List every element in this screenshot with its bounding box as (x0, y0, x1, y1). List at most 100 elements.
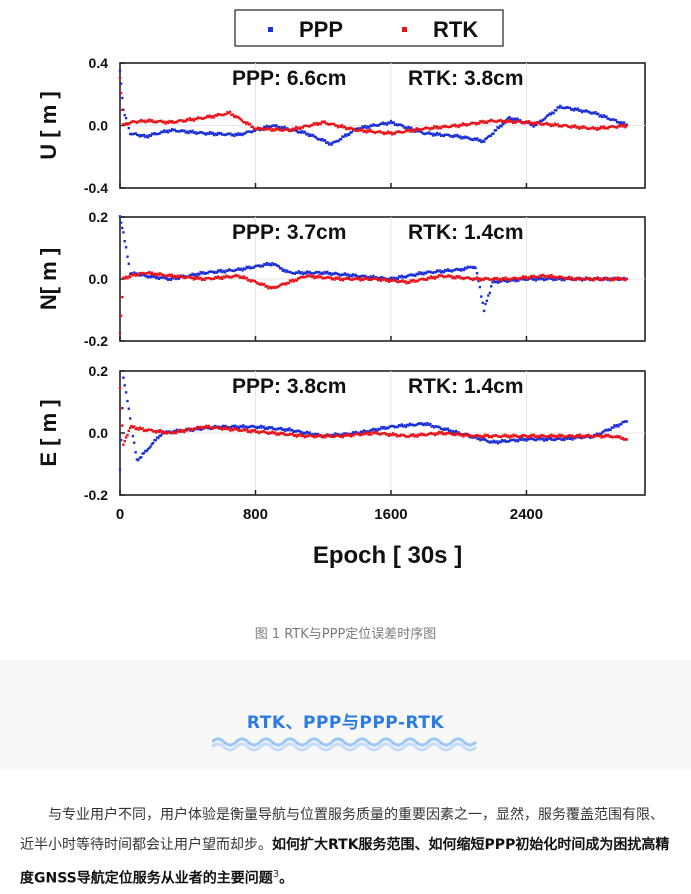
data-point-rtk (340, 277, 343, 281)
data-point-ppp (488, 291, 491, 295)
section-header: RTK、PPP与PPP-RTK (0, 660, 691, 770)
y-axis-label: N[ m ] (36, 248, 61, 310)
data-point-ppp (522, 278, 525, 281)
data-point-ppp (507, 440, 510, 443)
y-tick-label: 0.2 (89, 209, 109, 225)
data-point-ppp (313, 135, 316, 138)
data-point-ppp (304, 272, 307, 275)
data-point-rtk (538, 275, 541, 278)
data-point-rtk (181, 429, 185, 432)
data-point-rtk (479, 279, 483, 282)
data-point-rtk (407, 128, 410, 131)
data-point-rtk (399, 433, 403, 436)
data-point-rtk (232, 115, 236, 118)
data-point-rtk (496, 434, 499, 438)
data-point-ppp (540, 438, 543, 441)
data-point-rtk (273, 431, 277, 434)
data-point-rtk (338, 124, 341, 127)
data-point-ppp (374, 276, 378, 279)
data-point-rtk (457, 125, 460, 129)
annotation-rtk: RTK: 3.8cm (408, 67, 524, 90)
data-point-rtk (582, 278, 586, 281)
data-point-ppp (519, 438, 523, 441)
data-point-rtk (423, 126, 426, 130)
data-point-ppp (594, 111, 597, 114)
data-point-rtk (215, 114, 218, 117)
data-point-rtk (588, 127, 592, 130)
data-point-rtk (188, 275, 191, 278)
data-point-ppp (511, 117, 514, 120)
data-point-rtk (121, 108, 124, 112)
data-point-ppp (549, 277, 552, 280)
data-point-rtk (211, 277, 214, 280)
data-point-ppp (549, 113, 553, 116)
data-point-rtk (255, 430, 258, 434)
data-point-rtk (507, 277, 510, 281)
data-point-rtk (625, 124, 628, 127)
data-point-rtk (609, 278, 613, 282)
data-point-ppp (545, 114, 549, 118)
data-point-ppp (538, 436, 542, 440)
data-point-rtk (415, 127, 418, 130)
data-point-ppp (526, 437, 529, 441)
data-point-rtk (157, 430, 160, 433)
data-point-rtk (344, 434, 347, 438)
data-point-rtk (166, 121, 170, 125)
data-point-ppp (221, 424, 225, 428)
data-point-ppp (343, 133, 347, 136)
data-point-ppp (248, 130, 251, 133)
data-point-ppp (488, 134, 491, 138)
data-point-rtk (451, 276, 454, 280)
data-point-rtk (416, 128, 420, 131)
data-point-rtk (509, 434, 513, 437)
data-point-ppp (140, 134, 143, 137)
data-point-ppp (255, 264, 258, 268)
data-point-ppp (226, 132, 229, 135)
data-point-rtk (542, 122, 546, 126)
data-point-rtk (257, 126, 260, 129)
data-point-rtk (488, 435, 491, 439)
data-point-ppp (378, 122, 382, 126)
data-point-ppp (173, 128, 177, 131)
x-tick-label: 0 (116, 506, 124, 523)
data-point-ppp (197, 428, 200, 431)
data-point-rtk (430, 126, 433, 130)
data-point-rtk (164, 122, 167, 125)
data-point-rtk (460, 276, 464, 280)
data-point-ppp (478, 138, 482, 142)
data-point-ppp (351, 129, 355, 132)
data-point-rtk (131, 120, 135, 123)
data-point-rtk (488, 119, 492, 123)
data-point-rtk (574, 436, 578, 439)
data-point-rtk (280, 432, 284, 435)
data-point-ppp (296, 429, 299, 432)
data-point-ppp (244, 268, 247, 271)
data-point-ppp (464, 135, 467, 138)
data-point-rtk (305, 435, 308, 438)
data-point-rtk (386, 278, 389, 282)
data-point-rtk (474, 278, 477, 281)
data-point-ppp (494, 280, 497, 284)
data-point-rtk (237, 429, 240, 432)
data-point-ppp (225, 133, 228, 136)
data-point-rtk (410, 129, 413, 132)
data-point-ppp (169, 278, 172, 281)
data-point-ppp (392, 121, 395, 124)
data-point-rtk (618, 125, 622, 128)
data-point-ppp (166, 278, 170, 281)
data-point-rtk (249, 280, 252, 283)
data-point-rtk (217, 275, 220, 278)
data-point-ppp (241, 269, 244, 272)
data-point-rtk (544, 275, 548, 278)
data-point-ppp (273, 262, 277, 266)
data-point-rtk (450, 432, 453, 435)
data-point-rtk (597, 278, 601, 281)
data-point-rtk (211, 427, 214, 430)
data-point-rtk (244, 277, 247, 280)
data-point-rtk (346, 126, 349, 130)
data-point-rtk (133, 425, 136, 428)
data-point-rtk (302, 434, 305, 437)
data-point-rtk (160, 273, 163, 276)
data-point-ppp (434, 425, 437, 428)
data-point-rtk (199, 116, 202, 120)
